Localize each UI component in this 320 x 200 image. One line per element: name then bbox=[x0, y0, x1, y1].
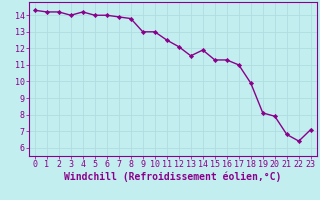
X-axis label: Windchill (Refroidissement éolien,°C): Windchill (Refroidissement éolien,°C) bbox=[64, 172, 282, 182]
